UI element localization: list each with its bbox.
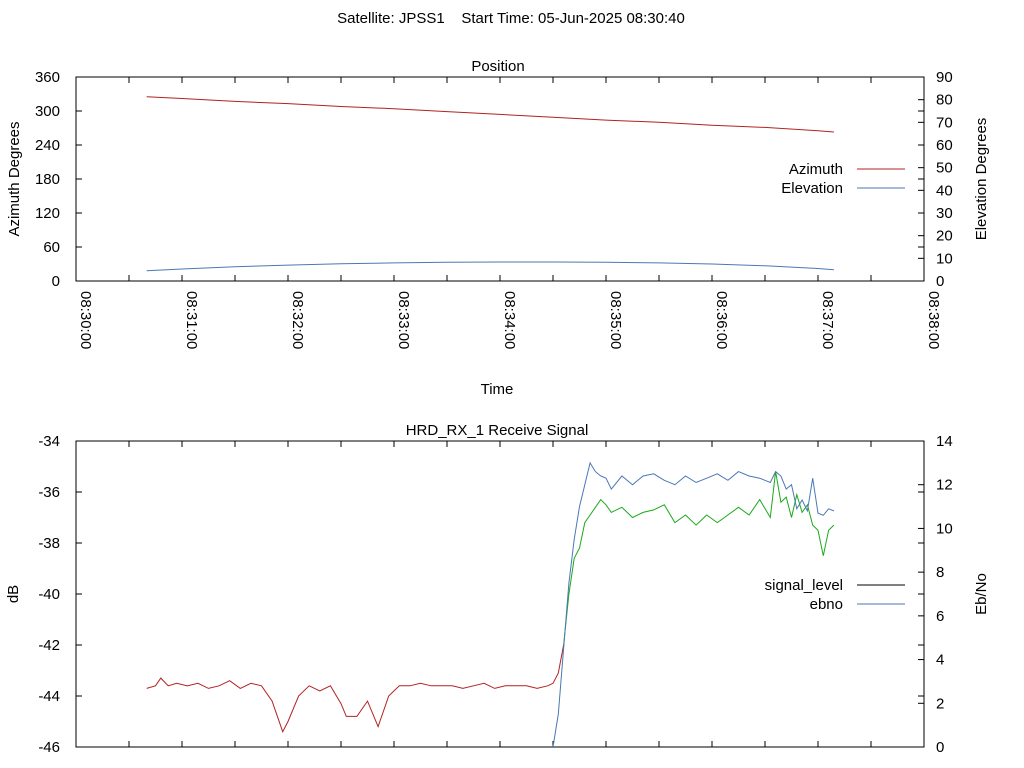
y2-tick-label: 90 <box>936 69 953 86</box>
y-tick-label: -46 <box>38 739 60 756</box>
position-y-axis: 0 60 120 180 240 300 360 <box>35 69 924 290</box>
x-tick-label: 08:33:00 <box>395 291 412 349</box>
y-tick-label: 300 <box>35 103 60 120</box>
y2-tick-label: 10 <box>936 520 953 537</box>
y-tick-label: -44 <box>38 688 60 705</box>
x-tick-label: 08:30:00 <box>77 291 94 349</box>
x-tick-label: 08:37:00 <box>819 291 836 349</box>
y-tick-label: -38 <box>38 535 60 552</box>
y-tick-label: 240 <box>35 137 60 154</box>
signal-legend: signal_level ebno <box>765 577 905 613</box>
position-ylabel: Azimuth Degrees <box>6 121 23 236</box>
y2-tick-label: 2 <box>936 695 944 712</box>
y2-tick-label: 60 <box>936 137 953 154</box>
x-tick-label: 08:38:00 <box>925 291 942 349</box>
y-tick-label: 360 <box>35 69 60 86</box>
y-tick-label: 0 <box>52 273 60 290</box>
position-xlabel: Time <box>481 381 514 398</box>
y2-tick-label: 0 <box>936 273 944 290</box>
position-y2-axis: 0 10 20 30 40 50 60 70 80 90 <box>918 69 953 290</box>
y-tick-label: -34 <box>38 433 60 450</box>
position-legend: Azimuth Elevation <box>781 161 905 197</box>
y-tick-label: -36 <box>38 484 60 501</box>
position-title: Position <box>471 58 524 75</box>
position-y2label: Elevation Degrees <box>973 118 990 241</box>
y-tick-label: 60 <box>43 239 60 256</box>
legend-label-ebno: ebno <box>810 596 843 613</box>
signal-y-axis: -34 -36 -38 -40 -42 -44 -46 <box>38 433 924 756</box>
y2-tick-label: 8 <box>936 564 944 581</box>
series-azimuth <box>146 96 834 133</box>
x-tick-label: 08:34:00 <box>501 291 518 349</box>
page-title: Satellite: JPSS1 Start Time: 05-Jun-2025… <box>337 10 685 27</box>
x-tick-label: 08:32:00 <box>289 291 306 349</box>
signal-ylabel: dB <box>5 585 22 603</box>
y2-tick-label: 12 <box>936 477 953 494</box>
y2-tick-label: 6 <box>936 608 944 625</box>
signal-panel: HRD_RX_1 Receive Signal -34-36-38-40-42-… <box>5 422 990 756</box>
legend-label-elevation: Elevation <box>781 180 843 197</box>
legend-label-azimuth: Azimuth <box>789 161 843 178</box>
y2-tick-label: 0 <box>936 739 944 756</box>
x-tick-label: 08:36:00 <box>713 291 730 349</box>
position-plot-frame <box>75 76 925 282</box>
x-tick-label: 08:35:00 <box>607 291 624 349</box>
series-signal-level-pre <box>146 644 565 733</box>
series-ebno <box>552 461 835 748</box>
position-panel: Position 0 60 120 180 240 300 360 0 10 20 30 40 50 6… <box>6 58 990 398</box>
signal-y2label: Eb/No <box>973 573 990 615</box>
series-signal-level <box>563 471 835 646</box>
y-tick-label: -40 <box>38 586 60 603</box>
y2-tick-label: 20 <box>936 228 953 245</box>
y2-tick-label: 4 <box>936 652 944 669</box>
signal-plot-frame <box>75 440 925 748</box>
signal-y2-axis: 0 2 4 6 8 10 12 14 <box>918 433 953 756</box>
y-tick-label: 180 <box>35 171 60 188</box>
x-tick-label: 08:31:00 <box>183 291 200 349</box>
y2-tick-label: 10 <box>936 250 953 267</box>
y-tick-label: -42 <box>38 637 60 654</box>
legend-label-signal-level: signal_level <box>765 577 843 594</box>
signal-x-axis <box>75 441 925 747</box>
y2-tick-label: 70 <box>936 114 953 131</box>
signal-series <box>146 461 835 748</box>
position-x-axis: 08:30:00 08:31:00 08:32:00 08:33:00 08:34:00… <box>75 77 942 349</box>
y2-tick-label: 30 <box>936 205 953 222</box>
series-elevation <box>146 261 834 272</box>
signal-title: HRD_RX_1 Receive Signal <box>406 422 589 439</box>
y-tick-label: 120 <box>35 205 60 222</box>
y2-tick-label: 14 <box>936 433 953 450</box>
y2-tick-label: 80 <box>936 92 953 109</box>
y2-tick-label: 50 <box>936 160 953 177</box>
y2-tick-label: 40 <box>936 182 953 199</box>
position-series <box>146 96 834 272</box>
